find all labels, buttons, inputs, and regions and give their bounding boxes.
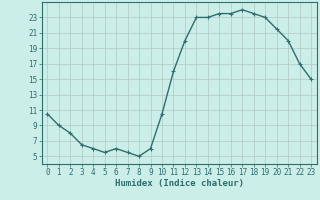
X-axis label: Humidex (Indice chaleur): Humidex (Indice chaleur) [115, 179, 244, 188]
